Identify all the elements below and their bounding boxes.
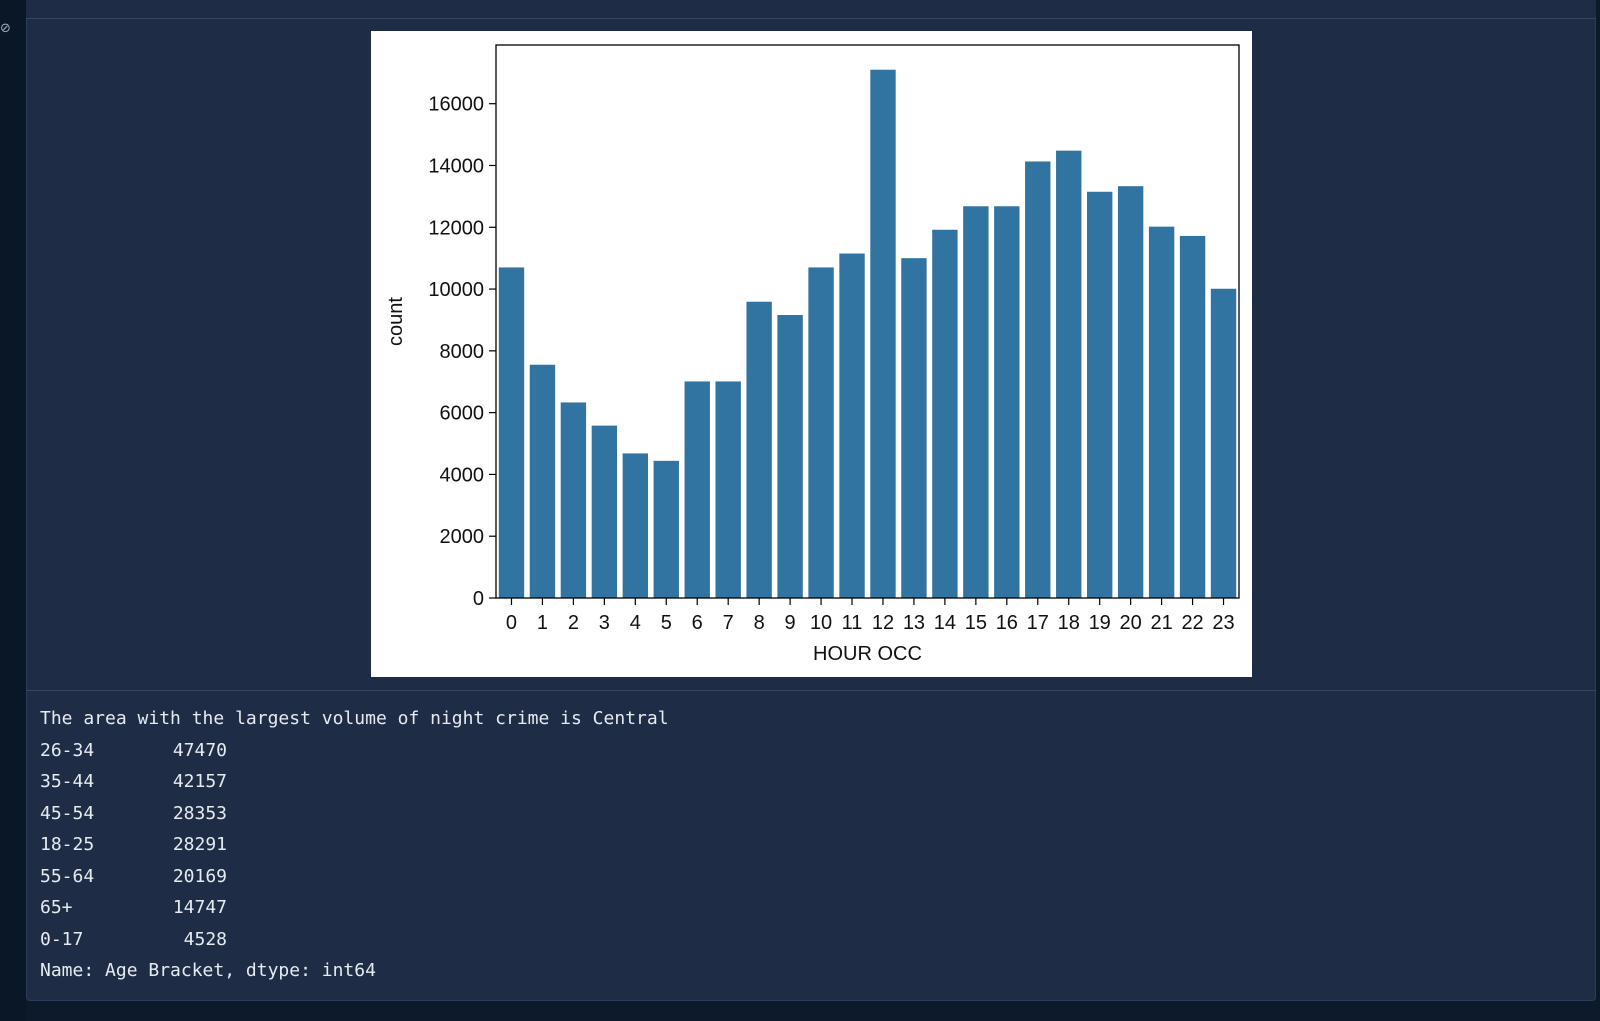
series-row-value: 14747	[172, 897, 227, 918]
bar-hour-23	[1210, 288, 1237, 598]
x-tick-label: 18	[1058, 612, 1080, 634]
x-tick-label: 4	[630, 612, 641, 634]
x-tick-label: 13	[903, 612, 925, 634]
y-tick-label: 10000	[428, 279, 484, 301]
y-axis-ticks: 0 2000 4000 6000 8000 10000 12000 14000 16000	[428, 94, 496, 610]
output-divider	[26, 690, 1596, 691]
stdout-text: The area with the largest volume of nigh…	[40, 703, 669, 987]
bar-hour-8	[746, 301, 772, 598]
y-tick-label: 14000	[428, 155, 484, 177]
series-row-value: 47470	[172, 739, 227, 761]
bar-hour-6	[684, 381, 710, 598]
x-tick-label: 7	[723, 612, 734, 634]
x-tick-label: 17	[1027, 612, 1049, 634]
series-row-label: 65+	[40, 897, 73, 918]
bar-hour-14	[932, 229, 958, 598]
series-row: 35-44 42157	[40, 766, 669, 798]
series-row-label: 18-25	[40, 834, 95, 855]
x-tick-label: 6	[692, 612, 703, 634]
x-tick-label: 2	[568, 612, 579, 634]
x-tick-label: 3	[599, 612, 610, 634]
chart-bars	[498, 69, 1237, 599]
series-row-value: 28353	[172, 802, 227, 824]
bar-hour-11	[839, 253, 865, 598]
code-cell-bottom-edge	[26, 0, 1596, 19]
y-tick-label: 6000	[440, 403, 485, 425]
x-tick-label: 16	[996, 612, 1018, 634]
x-tick-label: 5	[661, 612, 672, 634]
x-tick-label: 21	[1150, 612, 1172, 634]
x-tick-label: 8	[754, 612, 765, 634]
unlinked-output-icon[interactable]: ⊘	[0, 21, 11, 36]
x-tick-label: 14	[934, 612, 956, 634]
bar-hour-22	[1179, 235, 1206, 599]
y-tick-label: 8000	[440, 341, 485, 363]
series-row-value: 20169	[172, 865, 227, 887]
y-tick-label: 12000	[428, 217, 484, 239]
x-tick-label: 22	[1181, 612, 1203, 634]
bar-hour-12	[870, 69, 896, 599]
series-row: 65+ 14747	[40, 892, 669, 924]
x-tick-label: 23	[1212, 612, 1234, 634]
bar-hour-9	[777, 315, 803, 598]
bar-hour-19	[1086, 191, 1113, 598]
series-row-value: 4528	[183, 928, 227, 950]
series-row-label: 55-64	[40, 865, 95, 887]
x-tick-label: 12	[872, 612, 894, 634]
series-row-label: 0-17	[40, 928, 84, 950]
bar-hour-17	[1025, 161, 1051, 598]
series-row: 26-34 47470	[40, 735, 669, 767]
y-tick-label: 0	[473, 588, 484, 610]
y-tick-label: 2000	[440, 526, 485, 548]
x-tick-label: 11	[842, 612, 863, 634]
y-tick-label: 16000	[428, 94, 484, 116]
bar-hour-3	[591, 425, 618, 598]
series-row-value: 28291	[172, 834, 227, 855]
bar-hour-5	[653, 460, 679, 598]
x-tick-label: 0	[506, 612, 517, 634]
left-gutter: ⊘	[0, 0, 26, 1021]
bar-hour-2	[560, 402, 587, 598]
series-row: 18-25 28291	[40, 829, 669, 861]
x-tick-label: 15	[965, 612, 987, 634]
series-row-value: 42157	[172, 771, 227, 792]
y-tick-label: 4000	[440, 464, 485, 486]
y-axis-label: count	[385, 297, 407, 346]
series-row-label: 35-44	[40, 771, 95, 792]
bar-hour-0	[498, 267, 525, 598]
x-tick-label: 20	[1120, 612, 1142, 634]
bar-hour-4	[622, 453, 649, 598]
series-row-label: 26-34	[40, 739, 95, 761]
x-tick-label: 19	[1089, 612, 1111, 634]
x-tick-label: 1	[537, 612, 548, 634]
bar-hour-10	[808, 267, 834, 598]
series-footer: Name: Age Bracket, dtype: int64	[40, 960, 376, 981]
axes-frame	[495, 44, 1240, 599]
x-axis-ticks: 0 1 2 3 4 5 6 7 8 9 10 11 12 13 14 15 16 17 18 19 20 21 22 23	[506, 598, 1235, 634]
x-axis-label: HOUR OCC	[813, 643, 922, 665]
bar-hour-16	[994, 206, 1020, 598]
bar-hour-1	[529, 364, 556, 598]
bar-hour-20	[1117, 186, 1144, 598]
series-table: 26-34 47470 35-44 42157 45-54 28353 18-25 28291…	[40, 735, 669, 956]
bar-hour-21	[1148, 226, 1175, 598]
series-row: 0-17 4528	[40, 924, 669, 956]
x-tick-label: 10	[810, 612, 832, 634]
bar-hour-7	[715, 381, 741, 598]
series-row: 45-54 28353	[40, 798, 669, 830]
series-row: 55-64 20169	[40, 861, 669, 893]
x-tick-label: 9	[785, 612, 796, 634]
result-message: The area with the largest volume of nigh…	[40, 708, 669, 729]
bar-hour-18	[1056, 150, 1082, 598]
series-row-label: 45-54	[40, 802, 95, 824]
bar-hour-15	[963, 206, 989, 598]
bar-hour-13	[901, 258, 927, 598]
